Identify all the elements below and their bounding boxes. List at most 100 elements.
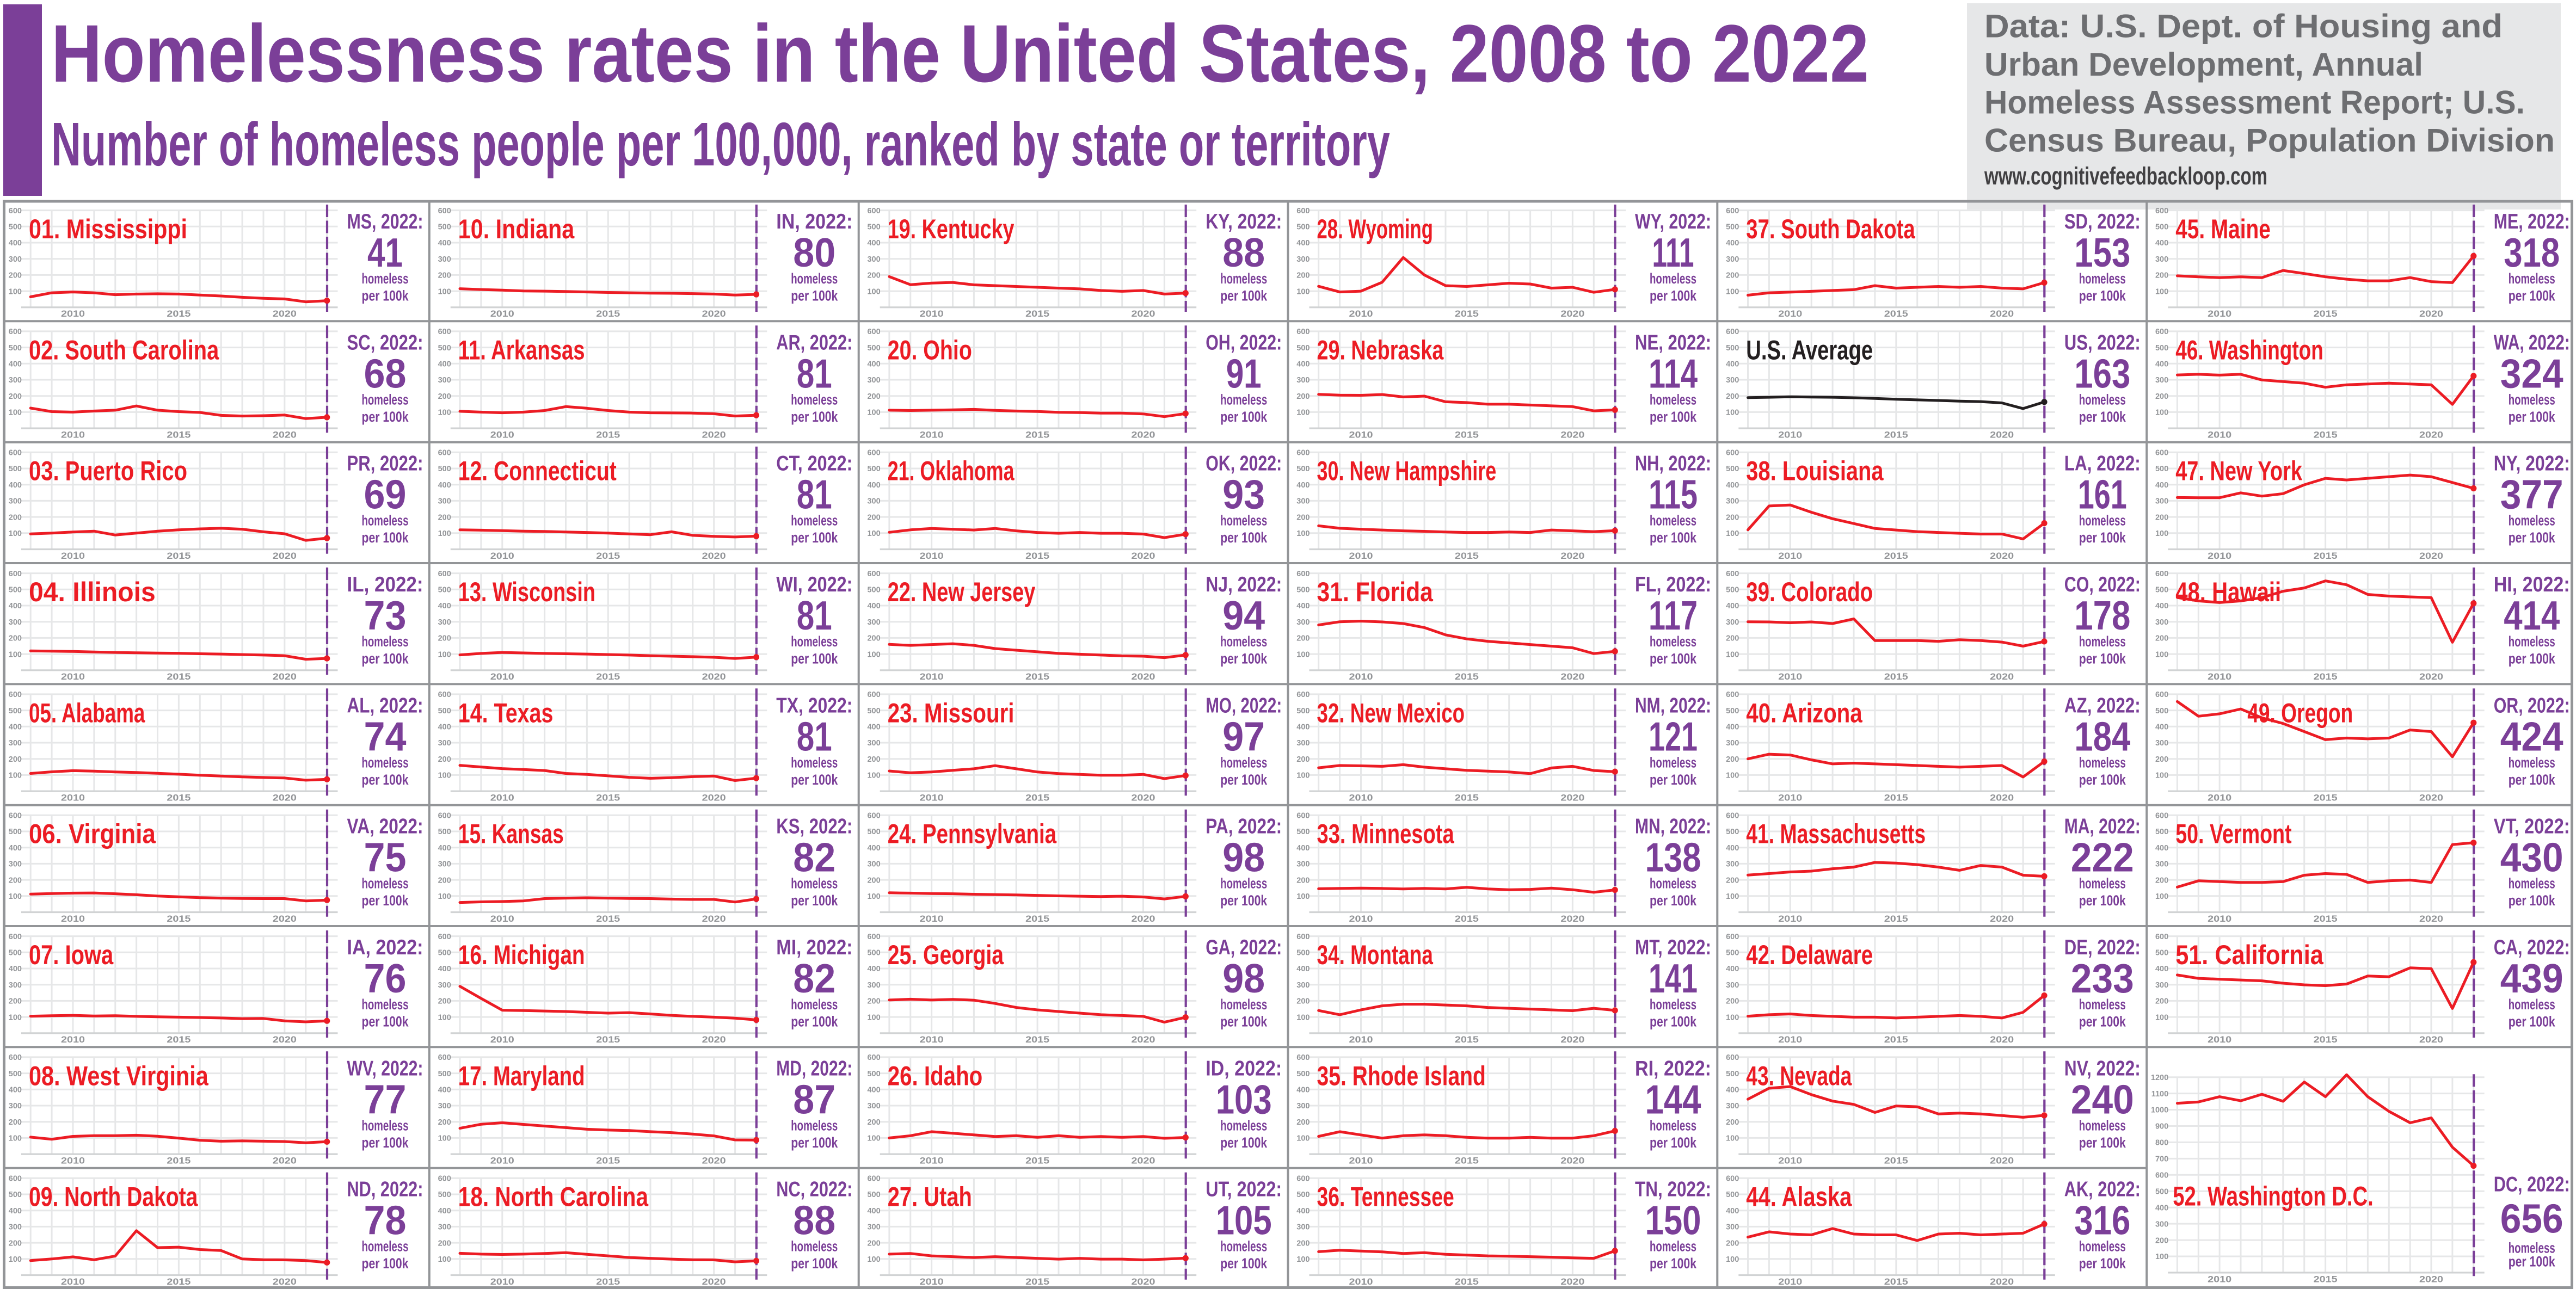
svg-text:233: 233	[2071, 955, 2134, 1001]
svg-text:400: 400	[438, 1086, 451, 1095]
svg-text:100: 100	[1296, 772, 1309, 780]
svg-text:2015: 2015	[1025, 1034, 1049, 1045]
svg-text:2020: 2020	[702, 551, 726, 561]
svg-text:377: 377	[2500, 472, 2563, 517]
svg-text:2010: 2010	[1349, 309, 1373, 319]
svg-text:per 100k: per 100k	[362, 1255, 409, 1272]
svg-text:600: 600	[9, 690, 22, 699]
svg-text:2020: 2020	[273, 309, 297, 319]
svg-text:per 100k: per 100k	[362, 1014, 409, 1030]
svg-text:316: 316	[2074, 1198, 2130, 1243]
svg-text:100: 100	[2155, 287, 2168, 296]
svg-text:100: 100	[2155, 529, 2168, 538]
svg-text:500: 500	[2155, 586, 2168, 595]
svg-text:14. Texas: 14. Texas	[458, 698, 554, 728]
svg-text:600: 600	[1296, 570, 1309, 578]
svg-text:1200: 1200	[2151, 1074, 2168, 1082]
svg-text:100: 100	[2155, 1253, 2168, 1261]
svg-text:300: 300	[2155, 618, 2168, 627]
svg-text:IL, 2022:: IL, 2022:	[347, 573, 423, 596]
svg-text:40. Arizona: 40. Arizona	[1746, 698, 1862, 728]
svg-text:500: 500	[438, 1070, 451, 1078]
svg-text:600: 600	[1726, 690, 1739, 699]
svg-text:500: 500	[1296, 949, 1309, 958]
svg-text:300: 300	[867, 618, 880, 627]
svg-text:homeless: homeless	[362, 996, 409, 1013]
svg-text:2020: 2020	[273, 914, 297, 924]
svg-text:2020: 2020	[2419, 430, 2443, 440]
svg-text:31. Florida: 31. Florida	[1317, 577, 1434, 607]
svg-text:500: 500	[1296, 828, 1309, 836]
svg-text:300: 300	[438, 1102, 451, 1111]
svg-text:400: 400	[438, 723, 451, 732]
svg-text:300: 300	[867, 376, 880, 385]
svg-text:2020: 2020	[273, 430, 297, 440]
svg-text:153: 153	[2074, 230, 2130, 275]
svg-text:CA, 2022:: CA, 2022:	[2494, 936, 2570, 959]
svg-text:2020: 2020	[273, 671, 297, 682]
svg-text:500: 500	[1726, 1070, 1739, 1078]
svg-text:600: 600	[9, 328, 22, 336]
svg-text:300: 300	[2155, 739, 2168, 748]
svg-text:homeless: homeless	[2079, 633, 2126, 650]
svg-text:2020: 2020	[702, 430, 726, 440]
svg-text:105: 105	[1216, 1198, 1272, 1243]
svg-text:500: 500	[1726, 586, 1739, 595]
svg-text:600: 600	[2155, 570, 2168, 578]
svg-text:NE, 2022:: NE, 2022:	[1635, 331, 1711, 354]
svg-text:200: 200	[1726, 997, 1739, 1006]
svg-text:500: 500	[2155, 707, 2168, 716]
svg-text:400: 400	[1726, 481, 1739, 490]
svg-text:homeless: homeless	[1650, 270, 1696, 287]
svg-text:300: 300	[438, 497, 451, 506]
svg-text:23. Missouri: 23. Missouri	[888, 698, 1015, 728]
svg-text:73: 73	[364, 593, 407, 638]
svg-text:600: 600	[9, 570, 22, 578]
svg-text:homeless: homeless	[362, 754, 409, 770]
svg-text:LA, 2022:: LA, 2022:	[2064, 452, 2141, 476]
svg-text:400: 400	[1296, 965, 1309, 973]
svg-text:homeless: homeless	[362, 875, 409, 892]
svg-text:2015: 2015	[1884, 1276, 1908, 1287]
svg-text:44. Alaska: 44. Alaska	[1746, 1182, 1852, 1212]
svg-text:100: 100	[438, 1013, 451, 1022]
svg-text:300: 300	[9, 255, 22, 264]
svg-text:2015: 2015	[1884, 793, 1908, 803]
svg-text:2010: 2010	[1349, 1156, 1373, 1166]
svg-text:15. Kansas: 15. Kansas	[458, 819, 564, 849]
svg-text:AL, 2022:: AL, 2022:	[347, 694, 423, 717]
svg-text:2015: 2015	[596, 551, 620, 561]
svg-text:2020: 2020	[702, 309, 726, 319]
svg-text:500: 500	[867, 707, 880, 716]
svg-text:2015: 2015	[1455, 430, 1479, 440]
svg-text:2020: 2020	[1560, 430, 1584, 440]
svg-text:200: 200	[1726, 392, 1739, 401]
svg-text:2020: 2020	[1132, 430, 1155, 440]
svg-text:41. Massachusetts: 41. Massachusetts	[1746, 819, 1926, 849]
svg-text:600: 600	[867, 328, 880, 336]
svg-text:NH, 2022:: NH, 2022:	[1635, 452, 1711, 476]
svg-text:09. North Dakota: 09. North Dakota	[29, 1182, 198, 1212]
svg-text:200: 200	[438, 392, 451, 401]
svg-text:111: 111	[1652, 230, 1694, 275]
svg-text:DC, 2022:: DC, 2022:	[2494, 1173, 2570, 1196]
svg-text:WI, 2022:: WI, 2022:	[776, 573, 852, 596]
svg-text:www.cognitivefeedbackloop.com: www.cognitivefeedbackloop.com	[1984, 162, 2267, 190]
svg-text:per 100k: per 100k	[791, 409, 838, 425]
svg-text:1000: 1000	[2151, 1106, 2168, 1115]
svg-text:500: 500	[1726, 949, 1739, 958]
svg-text:2015: 2015	[1025, 430, 1049, 440]
svg-text:300: 300	[1726, 739, 1739, 748]
svg-text:400: 400	[867, 481, 880, 490]
svg-text:300: 300	[438, 376, 451, 385]
svg-text:06. Virginia: 06. Virginia	[29, 819, 156, 849]
svg-text:homeless: homeless	[2509, 391, 2555, 408]
svg-text:2010: 2010	[1778, 430, 1802, 440]
svg-text:300: 300	[1296, 497, 1309, 506]
svg-text:300: 300	[9, 739, 22, 748]
svg-text:2020: 2020	[1132, 671, 1155, 682]
svg-text:600: 600	[867, 812, 880, 821]
svg-text:48. Hawaii: 48. Hawaii	[2175, 577, 2281, 607]
svg-text:ME, 2022:: ME, 2022:	[2494, 210, 2570, 233]
svg-text:100: 100	[9, 529, 22, 538]
